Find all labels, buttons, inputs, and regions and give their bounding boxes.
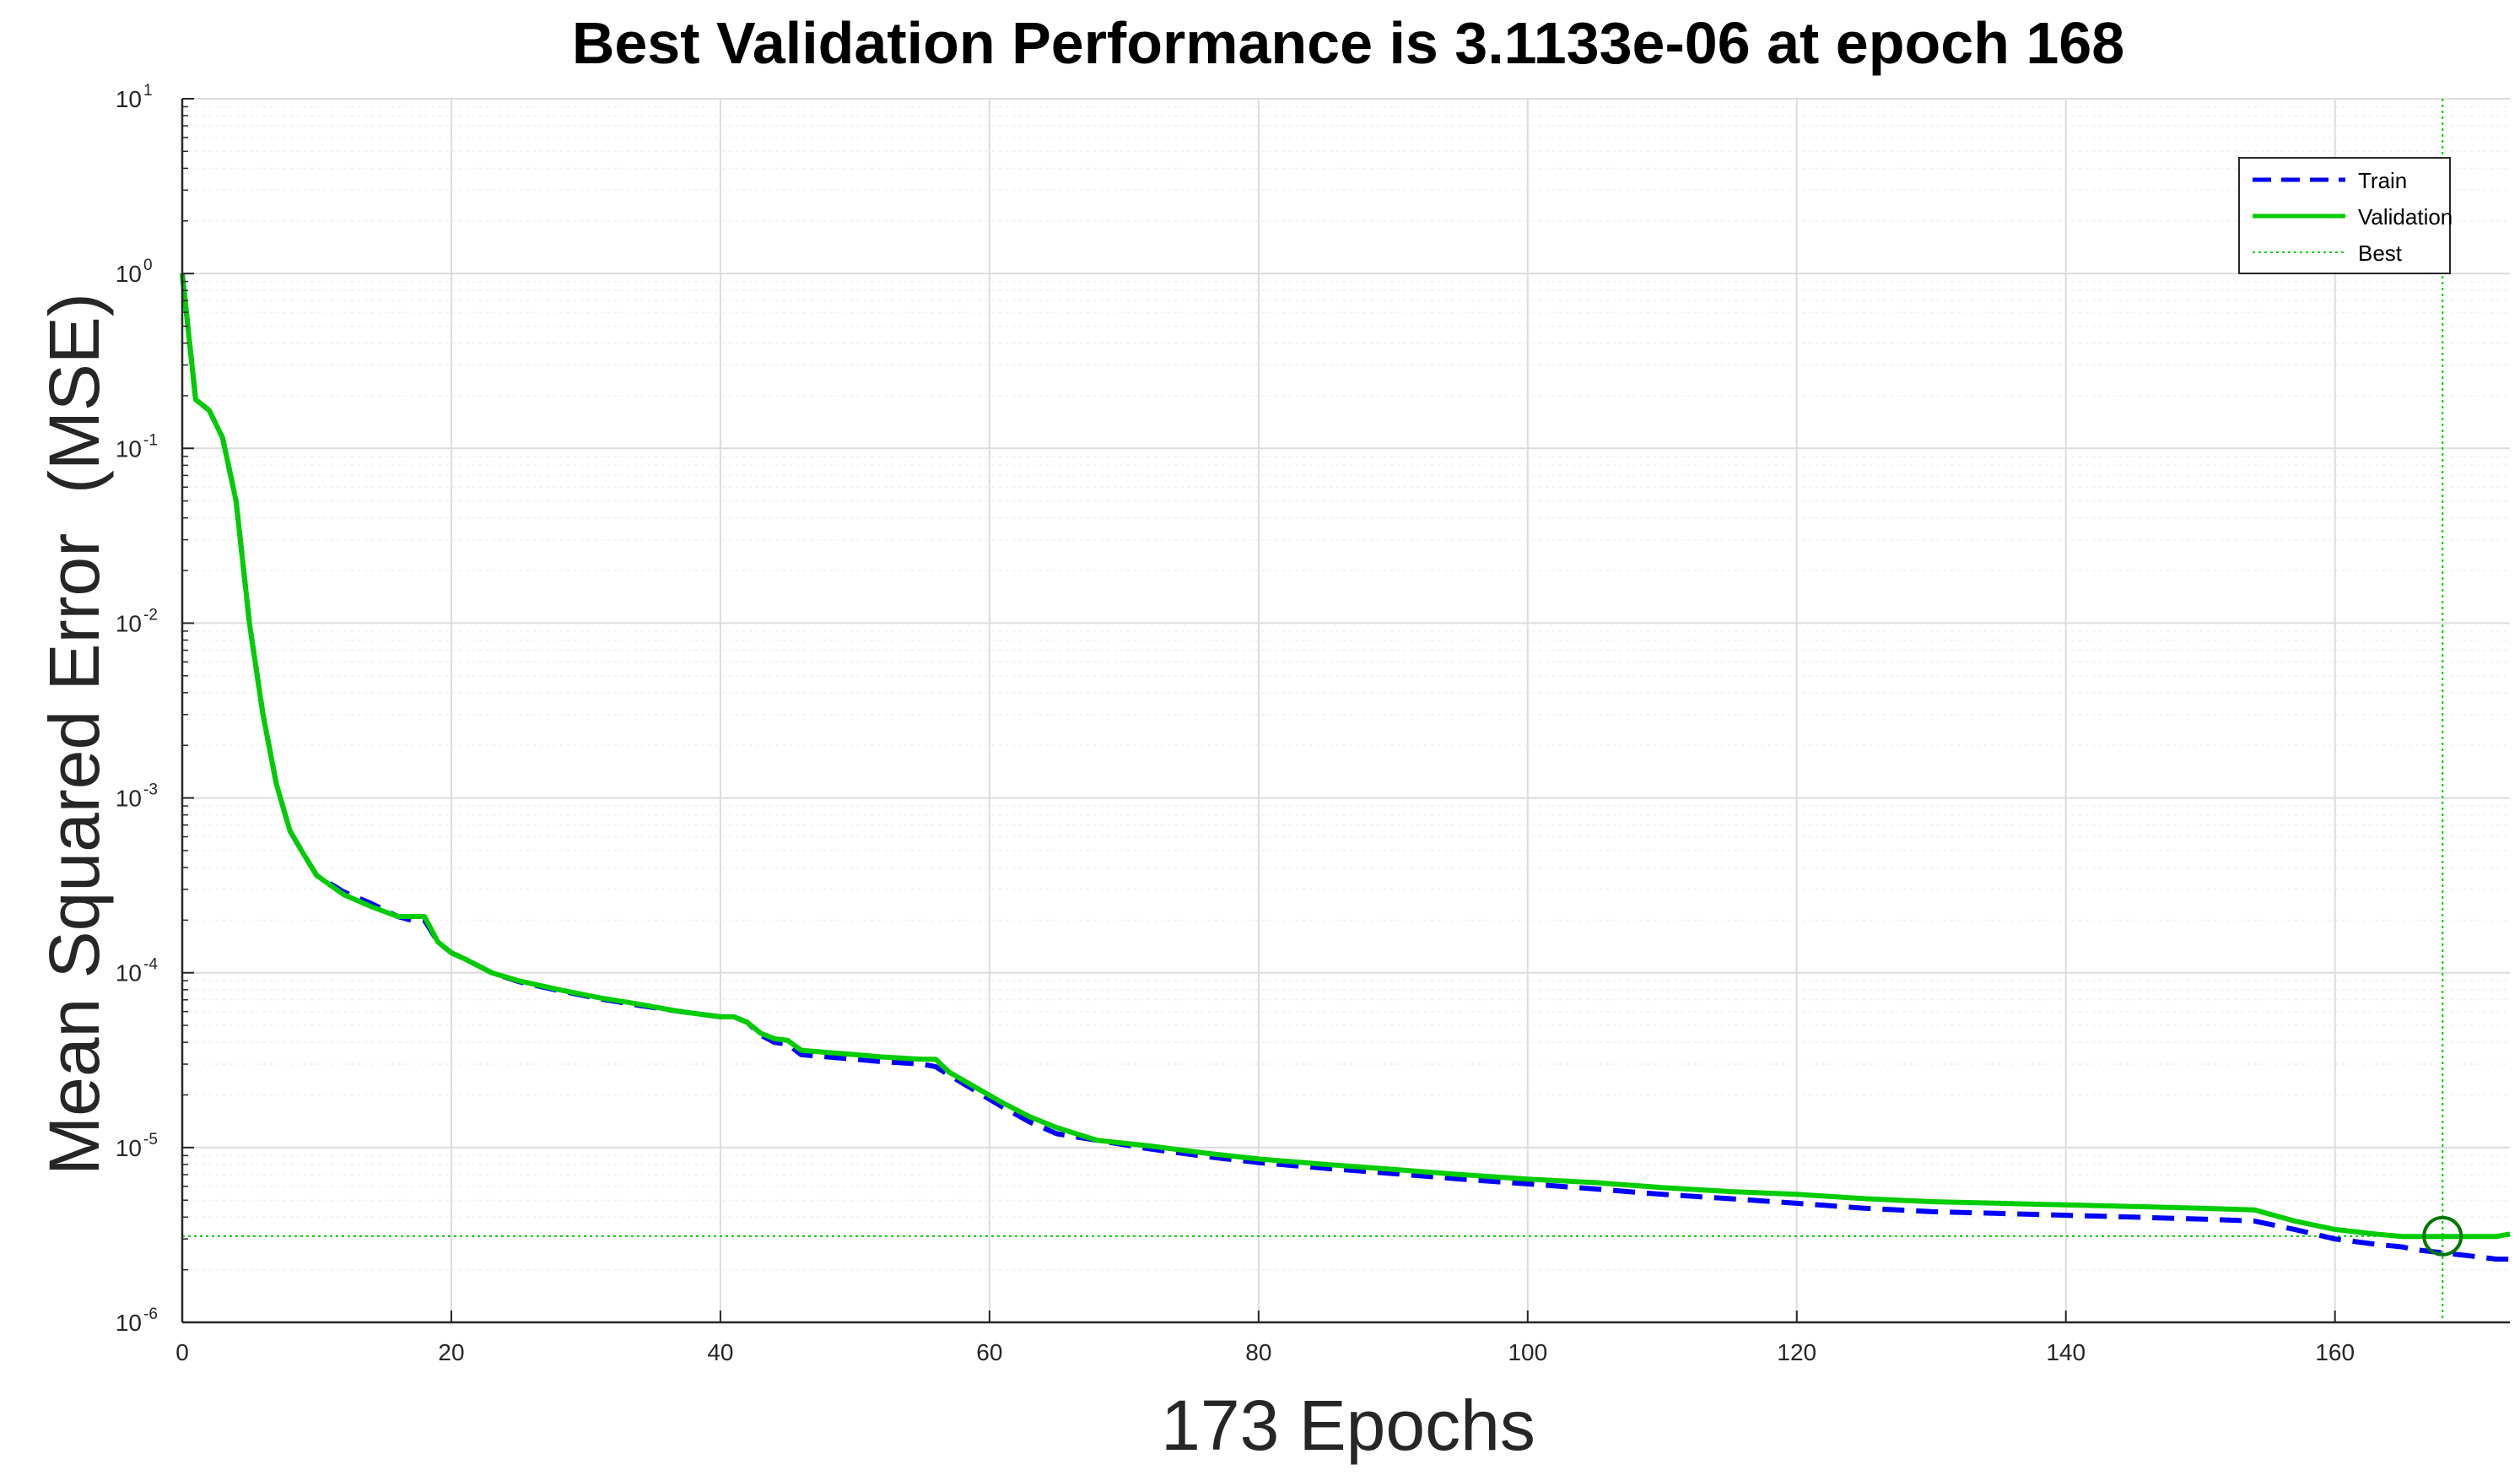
axes	[181, 98, 2510, 1324]
x-tick-label: 160	[2315, 1339, 2355, 1365]
y-tick-label: 10	[116, 786, 142, 812]
x-tick-label: 140	[2046, 1339, 2086, 1365]
best-reference-lines	[182, 99, 2510, 1322]
legend-validation-label: Validation	[2358, 204, 2453, 230]
x-axis-label: 173 Epochs	[1161, 1386, 1535, 1465]
y-tick-exponent: -3	[143, 781, 158, 799]
y-tick-exponent: -5	[143, 1131, 158, 1149]
y-tick-exponent: -4	[143, 956, 158, 974]
legend-train-label: Train	[2358, 168, 2407, 193]
x-tick-label: 20	[438, 1339, 464, 1365]
y-tick-label: 10	[116, 261, 142, 287]
x-tick-label: 0	[175, 1339, 189, 1365]
x-tick-label: 100	[1508, 1339, 1547, 1365]
legend: Train Validation Best	[2238, 157, 2453, 274]
y-tick-exponent: -1	[143, 431, 158, 449]
series-line-validation	[180, 273, 2511, 1240]
y-axis-label: Mean Squared Error (MSE)	[35, 293, 114, 1176]
legend-best-label: Best	[2358, 241, 2403, 266]
y-tick-exponent: -6	[143, 1305, 158, 1323]
y-tick-exponent: -2	[143, 606, 158, 624]
series-line-train	[180, 273, 2510, 1262]
y-tick-exponent: 0	[143, 257, 153, 274]
x-tick-label: 80	[1245, 1339, 1271, 1365]
y-tick-label: 10	[116, 610, 142, 636]
x-tick-label: 40	[707, 1339, 733, 1365]
series-lines	[180, 273, 2511, 1262]
y-tick-label: 10	[116, 86, 142, 112]
chart-title: Best Validation Performance is 3.1133e-0…	[572, 10, 2124, 76]
best-point-marker	[2422, 1215, 2463, 1257]
y-tick-label: 10	[116, 435, 142, 462]
y-tick-exponent: 1	[143, 82, 153, 100]
x-tick-label: 60	[976, 1339, 1002, 1365]
x-tick-label: 120	[1777, 1339, 1816, 1365]
y-tick-label: 10	[116, 1135, 142, 1161]
y-tick-label: 10	[116, 960, 142, 986]
y-tick-label: 10	[116, 1310, 142, 1336]
